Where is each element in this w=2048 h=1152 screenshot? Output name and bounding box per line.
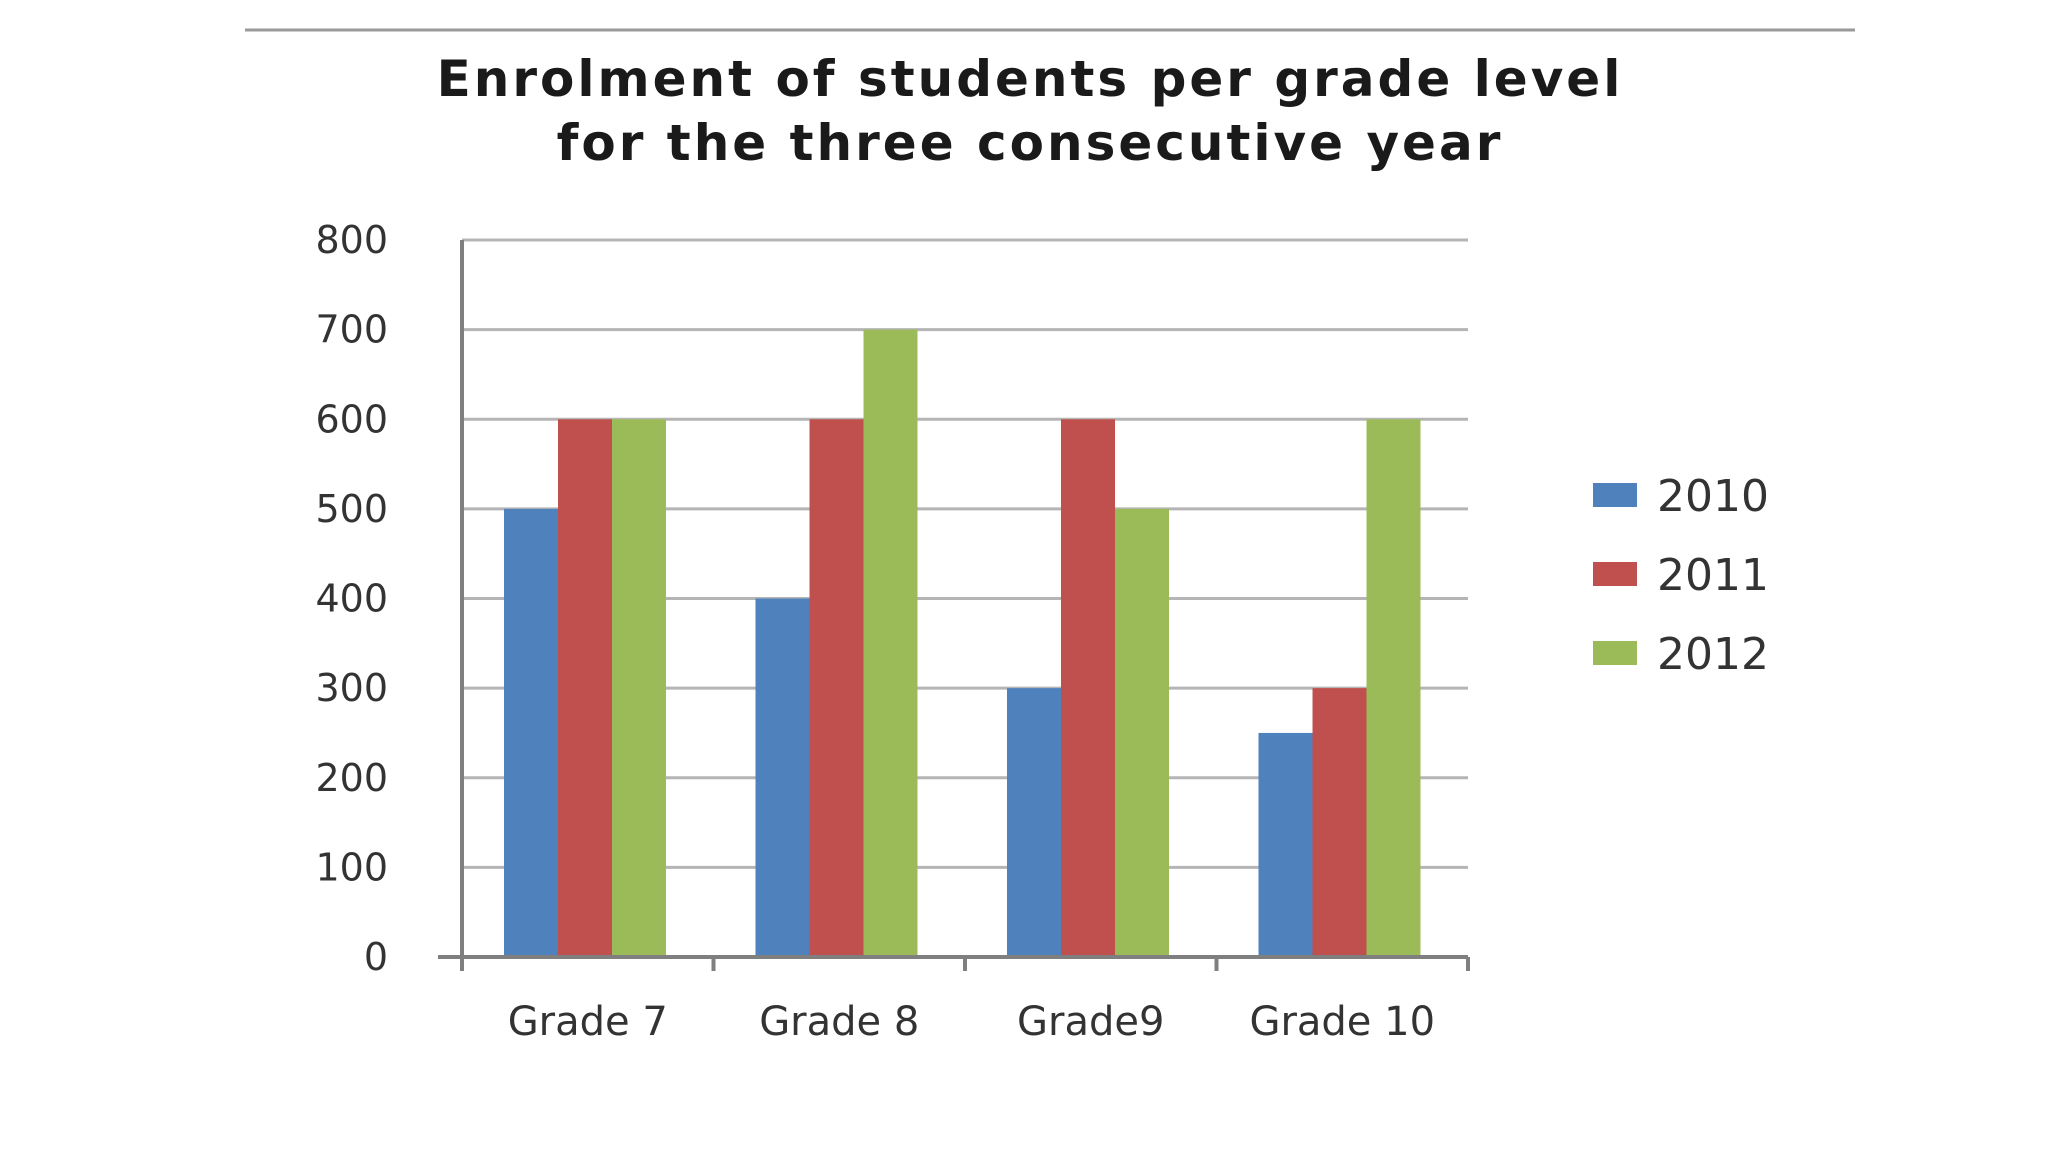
y-tick-label: 200 <box>315 756 388 800</box>
legend: 2010 2011 2012 <box>1593 471 1769 680</box>
legend-label-2010: 2010 <box>1657 471 1769 522</box>
bar-2012-grade9 <box>1115 508 1169 957</box>
bar-2011-grade-10 <box>1312 688 1367 957</box>
chart-title-line-1: Enrolment of students per grade level <box>437 50 1624 108</box>
bar-2010-grade-10 <box>1258 732 1313 957</box>
bar-2012-grade-10 <box>1366 419 1421 957</box>
bars <box>504 329 1421 957</box>
y-tick-label: 600 <box>315 397 388 441</box>
legend-swatch-2010 <box>1593 483 1637 507</box>
bar-2010-grade-7 <box>504 508 558 957</box>
bar-2011-grade9 <box>1061 419 1115 957</box>
bar-2012-grade-8 <box>863 329 918 957</box>
y-tick-label: 0 <box>364 935 388 979</box>
legend-swatch-2011 <box>1593 562 1637 586</box>
x-category-label: Grade9 <box>1017 999 1164 1045</box>
legend-label-2012: 2012 <box>1657 629 1769 680</box>
axes <box>438 240 1470 971</box>
y-tick-label: 700 <box>315 308 388 352</box>
y-tick-label: 100 <box>315 845 388 889</box>
y-tick-label: 500 <box>315 487 388 531</box>
chart-title-line-2: for the three consecutive year <box>557 114 1504 172</box>
x-category-labels: Grade 7 Grade 8 Grade9 Grade 10 <box>508 999 1435 1045</box>
bar-2011-grade-8 <box>809 419 864 957</box>
y-tick-label: 400 <box>315 577 388 621</box>
y-tick-label: 800 <box>315 218 388 262</box>
bar-2010-grade-8 <box>755 598 810 957</box>
y-tick-labels: 0 100 200 300 400 500 600 700 800 <box>315 218 388 979</box>
x-category-label: Grade 10 <box>1249 999 1435 1045</box>
x-category-label: Grade 8 <box>759 999 919 1045</box>
legend-label-2011: 2011 <box>1657 550 1769 601</box>
y-tick-label: 300 <box>315 666 388 710</box>
legend-swatch-2012 <box>1593 641 1637 665</box>
bar-2012-grade-7 <box>612 419 666 957</box>
x-category-label: Grade 7 <box>508 999 668 1045</box>
bar-2010-grade9 <box>1007 688 1061 957</box>
bar-2011-grade-7 <box>558 419 612 957</box>
